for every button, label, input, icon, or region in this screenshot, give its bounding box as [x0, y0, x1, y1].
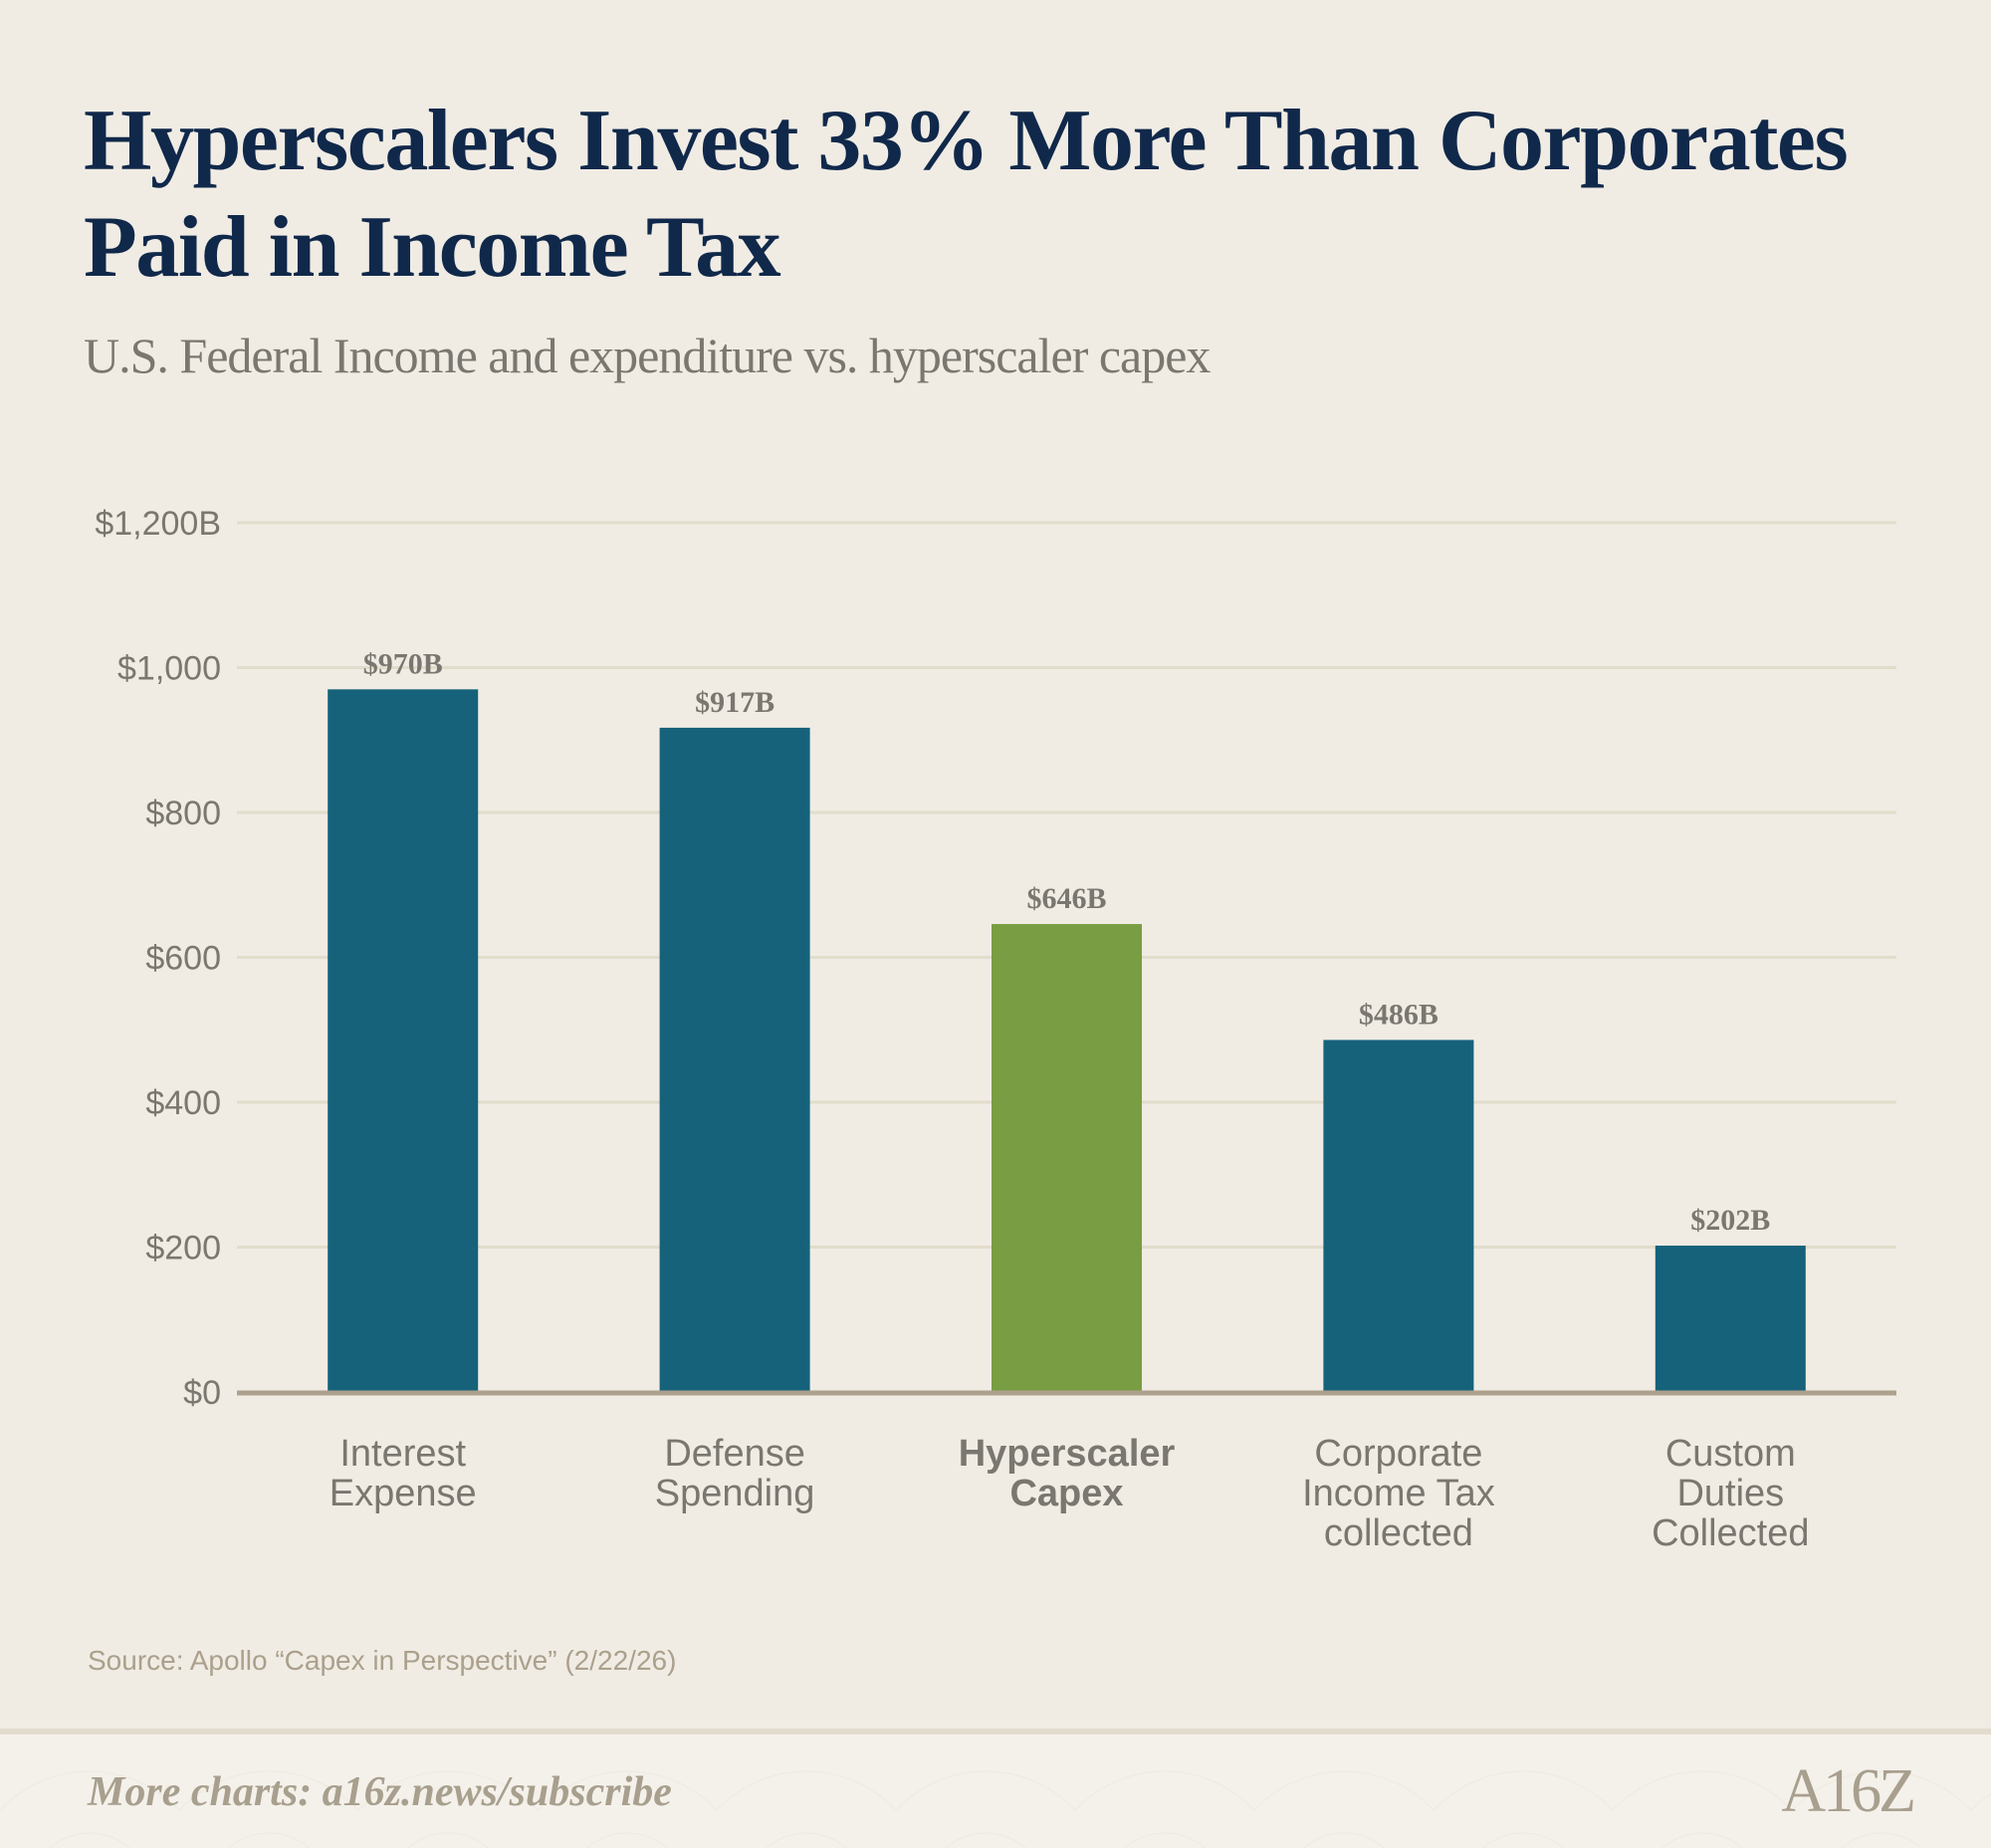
y-tick-label: $1,200B	[95, 505, 221, 543]
bar	[328, 689, 479, 1392]
bar	[992, 924, 1142, 1392]
x-tick-label: collected	[1324, 1512, 1473, 1554]
x-tick-label: Expense	[330, 1473, 477, 1514]
data-label: $970B	[363, 647, 443, 680]
data-label: $202B	[1690, 1204, 1770, 1237]
x-tick-label: Collected	[1652, 1512, 1809, 1554]
y-tick-label: $200	[145, 1230, 221, 1268]
x-tick-label: Interest	[339, 1433, 466, 1475]
data-label: $917B	[695, 686, 774, 719]
data-label: $646B	[1026, 882, 1106, 915]
bar	[1655, 1246, 1806, 1392]
y-tick-label: $1,000	[117, 650, 221, 688]
title-line-1: Hyperscalers Invest 33% More Than Corpor…	[84, 93, 1849, 189]
x-tick-label: Defense	[664, 1433, 805, 1475]
source-note: Source: Apollo “Capex in Perspective” (2…	[88, 1645, 677, 1676]
bar-chart: $0 $200 $400 $600 $800 $1,000 $1,200B $970B Inte…	[95, 505, 1896, 1554]
a16z-logo: A16Z	[1781, 1757, 1916, 1825]
subscribe-link[interactable]: More charts: a16z.news/subscribe	[88, 1769, 672, 1815]
x-tick-label: Duties	[1676, 1473, 1784, 1514]
x-tick-label: Capex	[1009, 1473, 1123, 1514]
data-label: $486B	[1359, 998, 1438, 1031]
footer-banner: More charts: a16z.news/subscribe A16Z	[0, 1729, 1991, 1848]
x-tick-label: Hyperscaler	[959, 1433, 1176, 1475]
y-tick-label: $0	[183, 1374, 221, 1412]
x-tick-label: Corporate	[1314, 1433, 1482, 1475]
x-tick-label: Income Tax	[1302, 1473, 1495, 1514]
chart-title: Hyperscalers Invest 33% More Than Corpor…	[84, 88, 1849, 301]
chart-subtitle: U.S. Federal Income and expenditure vs. …	[84, 328, 1211, 383]
bar	[659, 727, 810, 1392]
x-tick-label: Spending	[655, 1473, 815, 1514]
title-line-2: Paid in Income Tax	[84, 199, 781, 296]
y-tick-label: $800	[145, 795, 221, 832]
bar	[1323, 1040, 1474, 1392]
y-tick-label: $400	[145, 1084, 221, 1122]
y-tick-label: $600	[145, 940, 221, 978]
x-tick-label: Custom	[1665, 1433, 1796, 1475]
